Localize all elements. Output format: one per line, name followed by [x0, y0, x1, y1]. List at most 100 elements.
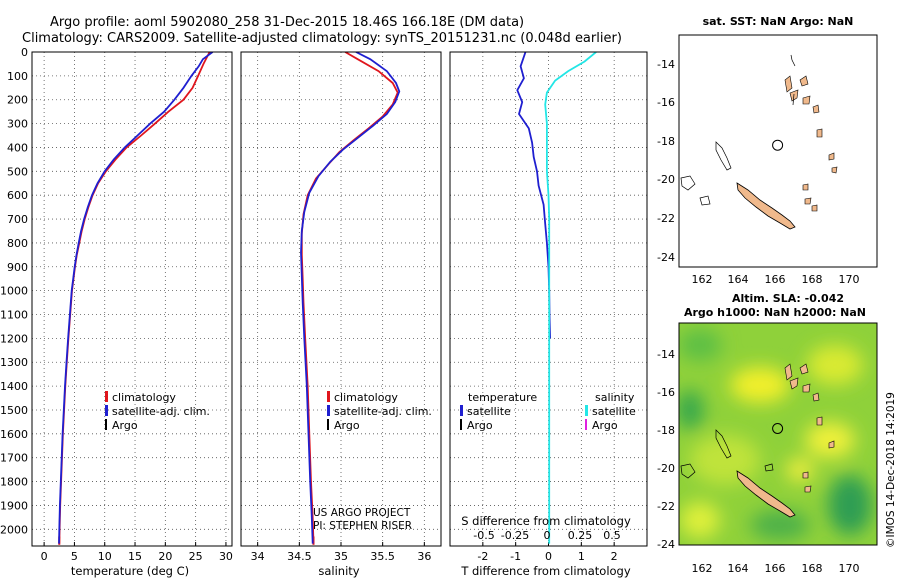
sst-map-background — [679, 35, 877, 267]
temperature-climatology-line — [58, 52, 211, 544]
island — [802, 183, 809, 191]
island — [816, 128, 823, 138]
reef-outline — [699, 195, 711, 206]
title-line-2: Climatology: CARS2009. Satellite-adjuste… — [22, 31, 622, 46]
s-tick: 0 — [544, 529, 551, 542]
legend-argo: Argo — [112, 419, 138, 432]
sst-map-lat-ticks: -14 -16 -18 -20 -22 -24 — [657, 58, 675, 264]
sla-map-title-2: Argo h1000: NaN h2000: NaN — [684, 306, 866, 319]
temperature-frame — [31, 51, 233, 547]
y-tick-label: 1800 — [0, 476, 28, 489]
reef-outline — [680, 175, 696, 191]
y-tick-label: 1500 — [0, 404, 28, 417]
sst-map-coastline — [680, 54, 838, 230]
lon-tick: 170 — [839, 562, 860, 575]
x-tick-label: 1 — [578, 550, 585, 563]
sla-anomalies — [679, 329, 872, 540]
legend-swatch-t-satellite — [460, 405, 463, 416]
x-tick-label: 34.5 — [287, 550, 312, 563]
project-annotation: US ARGO PROJECT — [313, 507, 411, 519]
salinity-climatology-line — [300, 52, 399, 544]
temperature-xlabel: temperature (deg C) — [71, 564, 189, 578]
legend-climatology: climatology — [334, 391, 398, 404]
legend-swatch-s-argo — [585, 419, 587, 430]
x-tick-label: 36 — [417, 550, 431, 563]
x-tick-label: 0 — [41, 550, 48, 563]
legend-swatch-climatology — [327, 391, 330, 402]
y-tick-label: 0 — [21, 46, 28, 59]
x-tick-label: 30 — [219, 550, 233, 563]
y-tick-label: 1400 — [0, 380, 28, 393]
legend-argo: Argo — [334, 419, 360, 432]
island — [784, 75, 793, 93]
x-tick-label: 35.5 — [370, 550, 395, 563]
legend-swatch-argo — [105, 419, 107, 430]
s-difference-top-ticks: -0.5 -0.25 0 0.25 0.5 — [473, 529, 620, 542]
x-tick-label: 25 — [189, 550, 203, 563]
sst-map: sat. SST: NaN Argo: NaN -14 -16 -18 — [657, 15, 878, 286]
lon-tick: 162 — [692, 273, 713, 286]
reef-outline — [715, 141, 732, 171]
legend-s-satellite: satellite — [592, 405, 636, 418]
legend-swatch-s-satellite — [585, 405, 588, 416]
legend-s-argo: Argo — [592, 419, 618, 432]
lat-tick: -16 — [657, 386, 675, 399]
x-tick-label: 2 — [611, 550, 618, 563]
lat-tick: -24 — [657, 538, 675, 551]
lat-tick: -14 — [657, 348, 675, 361]
lon-tick: 164 — [728, 562, 749, 575]
legend-swatch-t-argo — [460, 419, 462, 430]
t-difference-xlabel: T difference from climatology — [460, 564, 631, 578]
y-tick-label: 200 — [7, 94, 28, 107]
lon-tick: 166 — [765, 562, 786, 575]
reef-outline — [790, 54, 796, 106]
x-tick-label: 5 — [71, 550, 78, 563]
lon-tick: 168 — [802, 562, 823, 575]
salinity-satellite-line — [300, 52, 401, 544]
lat-tick: -14 — [657, 58, 675, 71]
reef-outline — [680, 463, 696, 479]
y-tick-label: 1700 — [0, 452, 28, 465]
island — [802, 471, 809, 479]
island — [784, 363, 793, 381]
island — [831, 166, 838, 174]
y-tick-label: 800 — [7, 237, 28, 250]
reef-outline — [764, 463, 774, 472]
salinity-grid — [241, 51, 441, 546]
x-tick-label: 34 — [251, 550, 265, 563]
y-tick-label: 500 — [7, 165, 28, 178]
legend-swatch-climatology — [105, 391, 108, 402]
island — [802, 383, 811, 393]
legend-swatch-satellite — [327, 405, 330, 416]
lon-tick: 162 — [692, 562, 713, 575]
x-tick-label: 15 — [128, 550, 142, 563]
s-difference-label: S difference from climatology — [461, 514, 631, 528]
s-tick: -0.25 — [501, 529, 529, 542]
y-tick-label: 1100 — [0, 309, 28, 322]
sla-map: Altim. SLA: -0.042 Argo h1000: NaN h2000… — [657, 292, 878, 575]
temperature-satellite-line — [58, 52, 214, 544]
x-tick-label: 0 — [545, 550, 552, 563]
salinity-legend: climatology satellite-adj. clim. Argo — [327, 391, 432, 432]
y-tick-label: 700 — [7, 213, 28, 226]
island — [804, 485, 812, 493]
island — [799, 363, 809, 375]
lon-tick: 168 — [802, 273, 823, 286]
y-tick-label: 600 — [7, 189, 28, 202]
t-difference-tick-labels: -2 -1 0 1 2 — [477, 550, 617, 563]
sla-field — [679, 323, 877, 545]
difference-frame — [449, 51, 648, 547]
sst-map-lon-ticks: 162 164 166 168 170 — [692, 273, 860, 286]
legend-t-argo: Argo — [467, 419, 493, 432]
lon-tick: 164 — [728, 273, 749, 286]
lat-tick: -24 — [657, 251, 675, 264]
lat-tick: -18 — [657, 135, 675, 148]
legend-swatch-satellite — [105, 405, 108, 416]
x-tick-label: 10 — [98, 550, 112, 563]
legend-satellite: satellite-adj. clim. — [334, 405, 432, 418]
y-tick-label: 1000 — [0, 285, 28, 298]
sst-map-frame — [678, 34, 878, 268]
y-tick-label: 100 — [7, 70, 28, 83]
